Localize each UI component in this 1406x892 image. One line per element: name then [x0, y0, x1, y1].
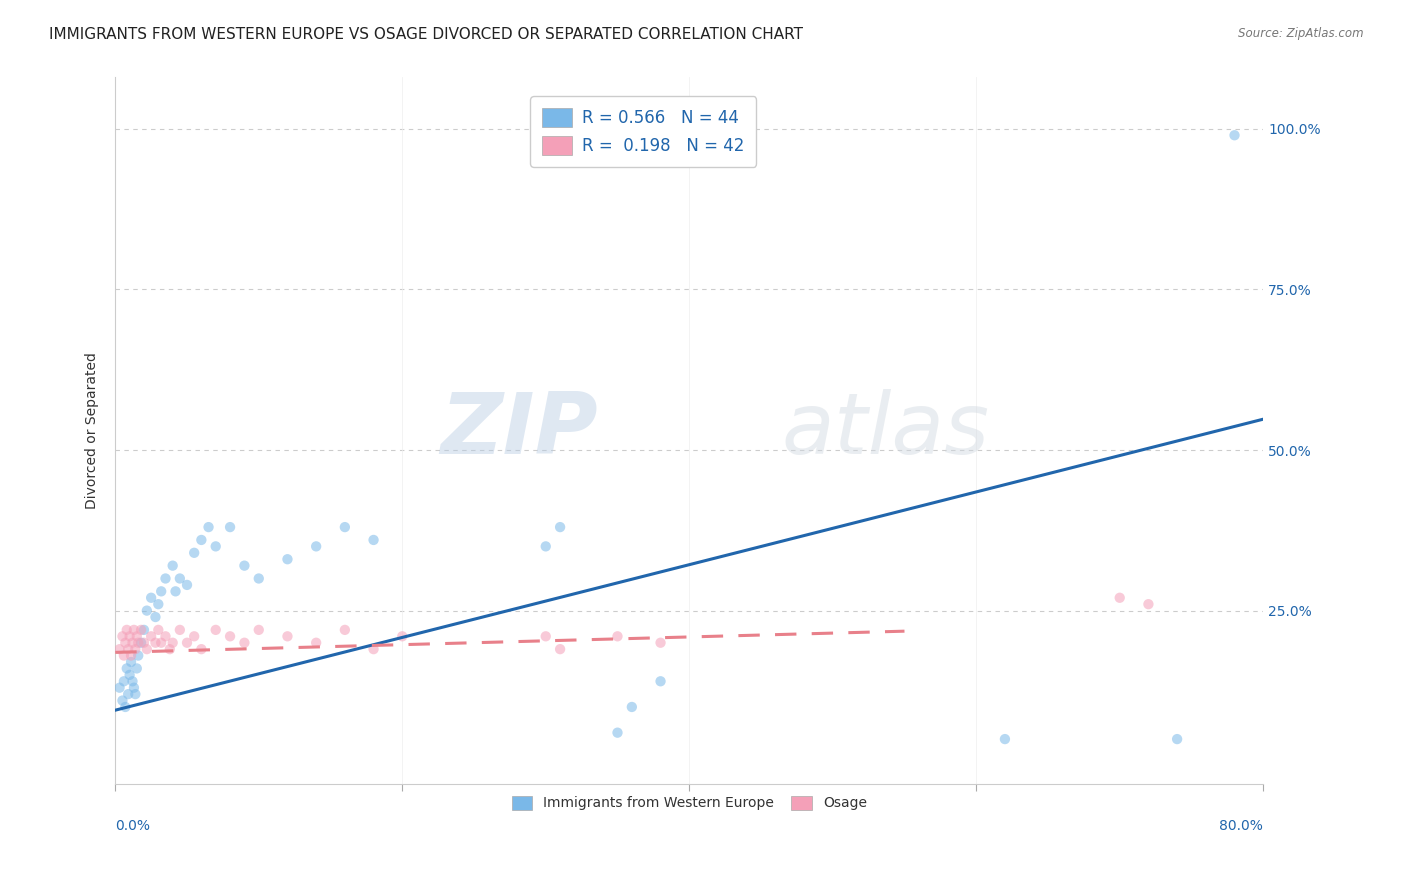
- Point: [117, 642, 139, 657]
- Point: [155, 572, 177, 586]
- Point: [363, 642, 385, 657]
- Point: [233, 558, 256, 573]
- Point: [1223, 128, 1246, 143]
- Legend: Immigrants from Western Europe, Osage: Immigrants from Western Europe, Osage: [506, 790, 873, 816]
- Point: [129, 636, 152, 650]
- Point: [111, 693, 134, 707]
- Point: [150, 636, 173, 650]
- Point: [148, 623, 170, 637]
- Point: [391, 629, 413, 643]
- Point: [112, 674, 135, 689]
- Point: [120, 648, 142, 663]
- Point: [548, 642, 571, 657]
- Point: [118, 668, 141, 682]
- Point: [204, 623, 226, 637]
- Point: [650, 674, 672, 689]
- Point: [125, 661, 148, 675]
- Point: [145, 610, 167, 624]
- Point: [155, 629, 177, 643]
- Point: [150, 584, 173, 599]
- Point: [606, 629, 628, 643]
- Point: [122, 681, 145, 695]
- Point: [219, 520, 242, 534]
- Text: 80.0%: 80.0%: [1219, 820, 1263, 833]
- Point: [121, 636, 143, 650]
- Text: Source: ZipAtlas.com: Source: ZipAtlas.com: [1239, 27, 1364, 40]
- Point: [141, 629, 163, 643]
- Point: [124, 687, 146, 701]
- Point: [247, 623, 270, 637]
- Point: [534, 540, 557, 554]
- Point: [606, 725, 628, 739]
- Point: [333, 520, 356, 534]
- Point: [190, 642, 212, 657]
- Point: [650, 636, 672, 650]
- Point: [159, 642, 181, 657]
- Point: [115, 623, 138, 637]
- Point: [204, 540, 226, 554]
- Point: [121, 674, 143, 689]
- Point: [162, 636, 184, 650]
- Point: [162, 558, 184, 573]
- Point: [111, 629, 134, 643]
- Point: [124, 642, 146, 657]
- Point: [276, 629, 298, 643]
- Point: [363, 533, 385, 547]
- Point: [127, 648, 149, 663]
- Point: [169, 623, 191, 637]
- Point: [548, 520, 571, 534]
- Point: [305, 636, 328, 650]
- Point: [108, 681, 131, 695]
- Point: [120, 655, 142, 669]
- Point: [333, 623, 356, 637]
- Point: [219, 629, 242, 643]
- Point: [114, 700, 136, 714]
- Text: ZIP: ZIP: [440, 389, 598, 472]
- Point: [233, 636, 256, 650]
- Text: IMMIGRANTS FROM WESTERN EUROPE VS OSAGE DIVORCED OR SEPARATED CORRELATION CHART: IMMIGRANTS FROM WESTERN EUROPE VS OSAGE …: [49, 27, 803, 42]
- Point: [1166, 732, 1188, 747]
- Point: [135, 604, 157, 618]
- Point: [132, 623, 155, 637]
- Point: [176, 578, 198, 592]
- Point: [112, 648, 135, 663]
- Point: [148, 597, 170, 611]
- Point: [190, 533, 212, 547]
- Text: atlas: atlas: [782, 389, 988, 472]
- Y-axis label: Divorced or Separated: Divorced or Separated: [86, 352, 100, 509]
- Point: [115, 661, 138, 675]
- Text: 0.0%: 0.0%: [115, 820, 150, 833]
- Point: [534, 629, 557, 643]
- Point: [129, 623, 152, 637]
- Point: [1108, 591, 1130, 605]
- Point: [1137, 597, 1160, 611]
- Point: [145, 636, 167, 650]
- Point: [305, 540, 328, 554]
- Point: [183, 629, 205, 643]
- Point: [276, 552, 298, 566]
- Point: [620, 700, 643, 714]
- Point: [183, 546, 205, 560]
- Point: [132, 636, 155, 650]
- Point: [165, 584, 187, 599]
- Point: [141, 591, 163, 605]
- Point: [108, 642, 131, 657]
- Point: [125, 629, 148, 643]
- Point: [994, 732, 1017, 747]
- Point: [114, 636, 136, 650]
- Point: [247, 572, 270, 586]
- Point: [117, 687, 139, 701]
- Point: [122, 623, 145, 637]
- Point: [127, 636, 149, 650]
- Point: [197, 520, 219, 534]
- Point: [169, 572, 191, 586]
- Point: [118, 629, 141, 643]
- Point: [176, 636, 198, 650]
- Point: [135, 642, 157, 657]
